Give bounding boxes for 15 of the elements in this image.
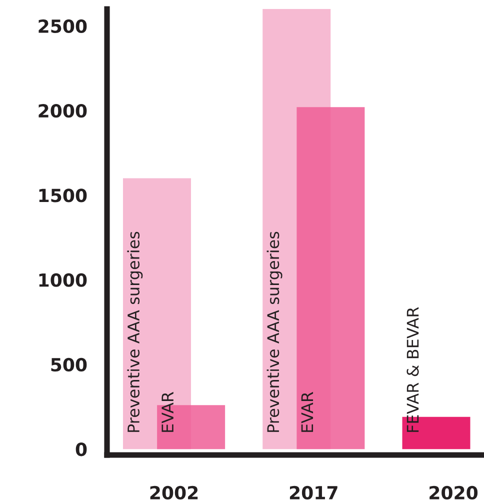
text: FEVAR & BEVAR <box>406 307 419 432</box>
series-label: Preventive AAA surgeries <box>127 232 143 432</box>
text: Preventive AAA surgeries <box>266 232 282 432</box>
y-tick-label: 500 <box>51 358 87 372</box>
y-tick-label: 2000 <box>38 104 87 118</box>
y-tick-label: 1500 <box>39 188 87 202</box>
y-tick-label: 1000 <box>39 273 87 287</box>
x-tick-label: 2002 <box>150 486 198 500</box>
bar <box>296 107 365 450</box>
y-tick-label: 2500 <box>38 19 87 34</box>
y-tick-label: 0 <box>76 442 87 456</box>
x-tick-label: 2020 <box>430 486 478 500</box>
text: EVAR <box>162 392 174 432</box>
x-tick-label: 2017 <box>290 486 338 500</box>
series-label: EVAR <box>301 392 314 432</box>
